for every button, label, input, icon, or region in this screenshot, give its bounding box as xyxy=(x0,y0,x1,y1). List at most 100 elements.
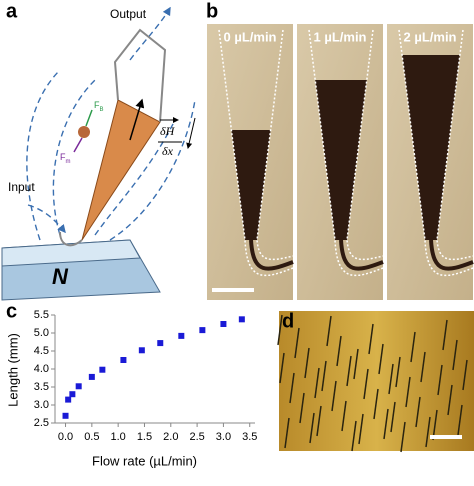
panel-label: a xyxy=(6,0,18,22)
streak xyxy=(309,412,315,444)
streak xyxy=(326,315,332,347)
streak xyxy=(353,348,359,380)
force-m: F xyxy=(60,152,66,162)
streak xyxy=(395,356,401,388)
x-tick-label: 0.0 xyxy=(58,431,73,443)
y-tick-label: 5.0 xyxy=(34,327,49,339)
field-lines xyxy=(26,6,196,241)
photo-label: 0 µL/min xyxy=(224,29,277,44)
filled-region xyxy=(402,55,460,240)
data-point xyxy=(65,396,72,403)
streak xyxy=(415,396,421,428)
streak xyxy=(383,408,389,440)
channel xyxy=(429,239,474,271)
data-point xyxy=(157,340,164,347)
data-point xyxy=(88,373,95,380)
gradient-numerator: δH xyxy=(160,124,176,138)
photo-label: 2 µL/min xyxy=(404,29,457,44)
streak xyxy=(289,372,295,404)
data-point xyxy=(75,383,82,390)
x-tick-label: 3.0 xyxy=(216,431,231,443)
streak xyxy=(462,359,468,391)
streak xyxy=(336,335,342,367)
streak xyxy=(400,421,406,453)
panel-label: c xyxy=(6,300,17,322)
data-point xyxy=(220,321,227,327)
data-point xyxy=(138,347,145,354)
panel-label: d xyxy=(282,310,294,332)
streak xyxy=(410,331,416,363)
streak xyxy=(304,347,310,379)
streak xyxy=(373,388,379,420)
panel-label: b xyxy=(206,0,218,22)
streak xyxy=(284,417,290,449)
streak xyxy=(457,404,463,436)
y-tick-label: 2.5 xyxy=(34,417,49,429)
streak xyxy=(378,343,384,375)
channel xyxy=(339,239,384,271)
streak xyxy=(363,368,369,400)
channel xyxy=(249,239,294,271)
tube-cone xyxy=(81,99,161,241)
data-point xyxy=(199,327,206,334)
force-arrow xyxy=(73,137,83,153)
x-tick-label: 0.5 xyxy=(84,431,99,443)
streak xyxy=(299,392,305,424)
x-tick-label: 1.5 xyxy=(137,431,152,443)
y-tick-label: 3.5 xyxy=(34,381,49,393)
input-label: Input xyxy=(8,180,35,194)
streak xyxy=(437,364,443,396)
tube-frame xyxy=(59,28,167,247)
streak xyxy=(321,360,327,392)
x-tick-label: 2.5 xyxy=(189,431,204,443)
x-axis-label: Flow rate (µL/min) xyxy=(92,453,197,468)
data-point xyxy=(238,316,245,323)
force-b-sub: B xyxy=(100,107,104,113)
streak xyxy=(346,355,352,387)
x-tick-label: 2.0 xyxy=(163,431,178,443)
y-tick-label: 5.5 xyxy=(34,309,49,321)
streak xyxy=(316,405,322,437)
filled-region xyxy=(315,80,367,240)
magnet-top xyxy=(1,239,141,267)
filled-region xyxy=(231,130,271,240)
force-b-label: FB xyxy=(94,100,104,112)
streak xyxy=(447,384,453,416)
data-point xyxy=(99,366,106,373)
streak xyxy=(314,367,320,399)
streak xyxy=(331,380,337,412)
y-axis-label: Length (mm) xyxy=(5,333,20,407)
streak xyxy=(279,352,285,384)
streak xyxy=(277,314,283,346)
streak xyxy=(294,327,300,359)
y-tick-label: 4.0 xyxy=(34,363,49,375)
streak xyxy=(341,400,347,432)
streak xyxy=(442,319,448,351)
gradient-denominator: δx xyxy=(162,144,174,158)
streak xyxy=(405,376,411,408)
streak xyxy=(390,401,396,433)
streak xyxy=(388,363,394,395)
data-point xyxy=(178,332,185,339)
force-arrow xyxy=(85,109,93,127)
streak xyxy=(368,323,374,355)
gradient-arrow xyxy=(186,117,196,149)
force-m-sub: m xyxy=(66,159,71,165)
streak xyxy=(358,413,364,445)
channel-outline xyxy=(308,29,384,277)
force-b: F xyxy=(94,100,100,110)
magnet-label: N xyxy=(52,264,69,289)
channel-outline xyxy=(218,29,294,277)
streak xyxy=(351,420,357,452)
data-point xyxy=(120,357,127,363)
flow-arrow xyxy=(129,98,145,141)
x-tick-label: 3.5 xyxy=(242,431,257,443)
photo-label: 1 µL/min xyxy=(314,29,367,44)
channel-outline xyxy=(398,29,474,277)
streak xyxy=(425,416,431,448)
y-tick-label: 4.5 xyxy=(34,345,49,357)
output-label: Output xyxy=(110,7,147,21)
particle xyxy=(78,126,90,138)
streak xyxy=(420,351,426,383)
